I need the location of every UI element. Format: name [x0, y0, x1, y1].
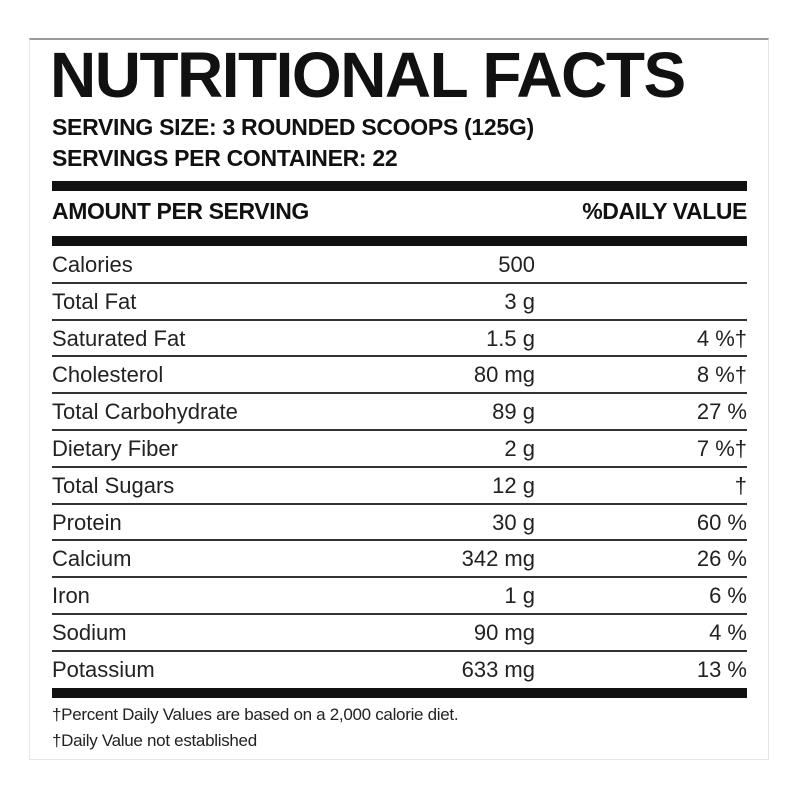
nutrient-amount: 12 g [492, 472, 535, 498]
nutrient-daily-value: 27 % [696, 399, 747, 425]
nutrient-row: Dietary Fiber 2 g 7 %† [52, 431, 747, 468]
nutrient-daily-value: † [734, 472, 747, 498]
footnote: †Daily Value not established [52, 731, 257, 750]
nutrient-row: Protein 30 g 60 % [52, 505, 747, 542]
nutrient-name: Potassium [52, 656, 155, 682]
nutrient-amount: 500 [498, 252, 535, 277]
nutrient-row: Saturated Fat 1.5 g 4 %† [52, 321, 747, 358]
nutrient-name: Total Fat [52, 288, 137, 314]
nutrient-name: Calories [52, 252, 133, 277]
nutrient-row: Total Fat 3 g [52, 284, 747, 321]
nutrient-amount: 2 g [504, 435, 535, 461]
thick-divider [52, 236, 747, 246]
nutrient-row: Calories 500 [52, 247, 747, 284]
nutrient-daily-value: 7 %† [696, 435, 747, 461]
nutrient-daily-value: 6 % [709, 583, 747, 609]
nutrient-row: Sodium 90 mg 4 % [52, 615, 747, 652]
footnote: †Percent Daily Values are based on a 2,0… [52, 705, 459, 724]
nutrient-daily-value: 60 % [696, 509, 747, 535]
nutrition-label-panel [29, 38, 769, 760]
nutrient-amount: 633 mg [461, 656, 535, 682]
nutrient-name: Total Sugars [52, 472, 175, 498]
nutrient-daily-value: 8 %† [696, 362, 747, 388]
nutrient-amount: 80 mg [473, 362, 535, 388]
amount-per-serving-header: AMOUNT PER SERVING [52, 198, 309, 224]
nutrient-row: Potassium 633 mg 13 % [52, 652, 747, 689]
nutrient-amount: 1 g [504, 583, 535, 609]
nutrient-daily-value: 4 % [709, 619, 747, 645]
nutrient-amount: 90 mg [473, 619, 535, 645]
nutrient-amount: 342 mg [461, 546, 535, 572]
nutrient-row: Cholesterol 80 mg 8 %† [52, 357, 747, 395]
nutrient-name: Saturated Fat [52, 325, 186, 351]
nutrient-table: Calories 500 Total Fat 3 g Saturated Fat 1.5 … [52, 247, 747, 689]
nutrient-name: Sodium [52, 619, 127, 645]
nutrient-name: Calcium [52, 546, 132, 572]
nutrient-row: Total Carbohydrate 89 g 27 % [52, 394, 747, 431]
nutrient-name: Dietary Fiber [52, 435, 178, 461]
nutrient-name: Iron [52, 583, 90, 609]
nutrient-daily-value: 26 % [696, 546, 747, 572]
nutrient-amount: 30 g [492, 509, 535, 535]
nutrient-daily-value: 4 %† [696, 325, 747, 351]
nutrient-daily-value: 13 % [696, 656, 747, 682]
nutrient-amount: 89 g [492, 399, 535, 425]
servings-per-container: SERVINGS PER CONTAINER: 22 [52, 145, 398, 171]
serving-size: SERVING SIZE: 3 ROUNDED SCOOPS (125G) [52, 114, 534, 140]
nutrient-name: Protein [52, 509, 122, 535]
thick-divider [52, 688, 747, 698]
nutrient-row: Total Sugars 12 g † [52, 468, 747, 505]
daily-value-header: %DAILY VALUE [582, 198, 747, 224]
label-title: NUTRITIONAL FACTS [50, 39, 686, 111]
nutrient-amount: 3 g [504, 288, 535, 314]
nutrient-row: Calcium 342 mg 26 % [52, 541, 747, 579]
nutrient-name: Total Carbohydrate [52, 399, 238, 425]
nutrient-amount: 1.5 g [486, 325, 535, 351]
nutrient-row: Iron 1 g 6 % [52, 578, 747, 615]
nutrient-name: Cholesterol [52, 362, 164, 388]
thick-divider [52, 181, 747, 191]
